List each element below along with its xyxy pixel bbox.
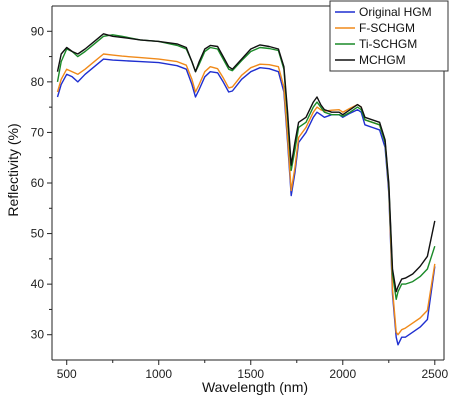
legend-label-3: Ti-SCHGM — [359, 37, 417, 51]
x-tick-label: 1000 — [145, 367, 172, 381]
x-tick-label: 1500 — [237, 367, 264, 381]
x-tick-label: 500 — [57, 367, 77, 381]
y-tick-label: 60 — [31, 176, 45, 190]
x-tick-label: 2000 — [329, 367, 356, 381]
y-tick-label: 30 — [31, 328, 45, 342]
y-axis-title: Reflectivity (%) — [5, 123, 21, 216]
x-tick-label: 2500 — [421, 367, 448, 381]
y-tick-label: 40 — [31, 277, 45, 291]
series-layer — [56, 33, 436, 346]
y-tick-label: 70 — [31, 125, 45, 139]
x-axis-title: Wavelength (nm) — [202, 379, 308, 395]
legend-label-1: Original HGM — [359, 5, 432, 19]
ticks-layer: 500 1000 1500 2000 2500 30 40 50 60 70 80 90 — [31, 24, 449, 381]
legend: Original HGM F-SCHGM Ti-SCHGM MCHGM — [329, 0, 449, 72]
legend-label-4: MCHGM — [359, 53, 406, 67]
y-tick-label: 80 — [31, 75, 45, 89]
y-tick-label: 90 — [31, 24, 45, 38]
legend-label-2: F-SCHGM — [359, 21, 415, 35]
y-tick-label: 50 — [31, 227, 45, 241]
series-line-4 — [56, 33, 436, 293]
